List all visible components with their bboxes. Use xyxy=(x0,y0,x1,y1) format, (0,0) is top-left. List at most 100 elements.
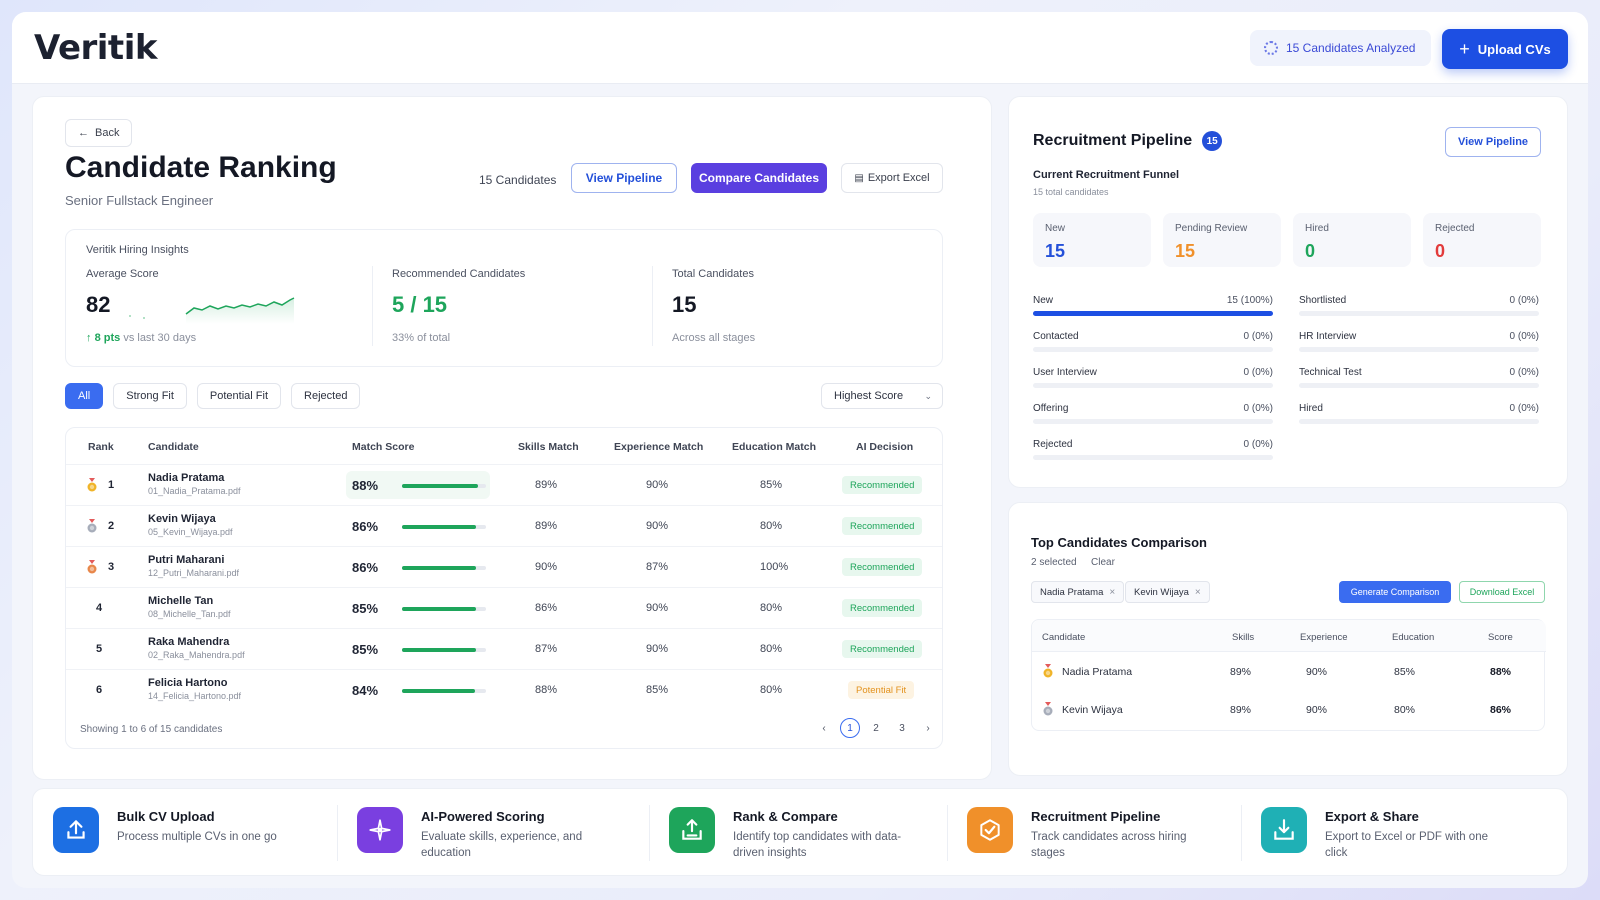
close-icon[interactable]: × xyxy=(1109,586,1116,598)
feature-description: Process multiple CVs in one go xyxy=(117,831,277,843)
pipeline-title-text: Recruitment Pipeline xyxy=(1033,132,1193,149)
upload-cvs-button[interactable]: + Upload CVs xyxy=(1442,29,1568,69)
candidate-cell[interactable]: Nadia Pratama 01_Nadia_Pratama.pdf xyxy=(148,472,241,496)
match-score-bar-fill xyxy=(402,525,476,529)
match-score-bar-fill xyxy=(402,607,476,611)
feature-item: Rank & Compare Identify top candidates wi… xyxy=(669,803,929,863)
compare-candidates-button[interactable]: Compare Candidates xyxy=(691,163,827,193)
ai-decision-badge: Recommended xyxy=(842,640,923,658)
match-score: 86% xyxy=(352,560,379,575)
export-label: Export Excel xyxy=(867,172,930,184)
table-row[interactable]: 3 Putri Maharani 12_Putri_Maharani.pdf 86% 9… xyxy=(66,546,942,587)
candidate-table: Rank Candidate Match Score Skills Match … xyxy=(65,427,943,749)
feature-divider xyxy=(649,805,650,861)
feature-description: Track candidates across hiring stages xyxy=(1031,831,1187,859)
pipeline-stage[interactable]: HR Interview 0 (0%) xyxy=(1299,331,1539,359)
ai-decision-badge: Potential Fit xyxy=(848,681,915,699)
export-excel-button[interactable]: ▤ Export Excel xyxy=(841,163,943,193)
feature-title: Recruitment Pipeline xyxy=(1031,809,1161,824)
back-button[interactable]: ← Back xyxy=(65,119,133,147)
pipeline-view-button[interactable]: View Pipeline xyxy=(1445,127,1541,157)
view-pipeline-button[interactable]: View Pipeline xyxy=(571,163,677,193)
clear-link[interactable]: Clear xyxy=(1091,557,1115,568)
filter-strong-fit[interactable]: Strong Fit xyxy=(113,383,187,409)
pipeline-stage[interactable]: Technical Test 0 (0%) xyxy=(1299,367,1539,395)
match-score: 84% xyxy=(352,683,379,698)
stat-value: 15 xyxy=(1045,241,1066,261)
funnel-title: Current Recruitment Funnel xyxy=(1033,169,1180,181)
filter-all[interactable]: All xyxy=(65,383,104,409)
candidate-cell[interactable]: Felicia Hartono 14_Felicia_Hartono.pdf xyxy=(148,677,241,701)
ranking-card: ← Back Candidate Ranking Senior Fullstac… xyxy=(32,96,992,780)
pipeline-stage[interactable]: Contacted 0 (0%) xyxy=(1033,331,1273,359)
insights-divider xyxy=(372,266,373,346)
feature-item: Export & Share Export to Excel or PDF wit… xyxy=(1261,803,1521,863)
pipeline-title: Recruitment Pipeline 15 xyxy=(1033,131,1223,151)
next-page-icon[interactable]: › xyxy=(926,722,930,734)
table-header: Rank Candidate Match Score Skills Match … xyxy=(66,428,942,464)
stage-progress-bar xyxy=(1033,455,1273,460)
feature-divider xyxy=(337,805,338,861)
prev-page-icon[interactable]: ‹ xyxy=(822,722,826,734)
education-match: 80% xyxy=(760,602,783,614)
ai-decision-badge: Recommended xyxy=(842,476,923,494)
top-header: Veritik 15 Candidates Analyzed + Upload … xyxy=(12,12,1588,84)
stage-value: 0 (0%) xyxy=(1509,331,1539,342)
stage-progress-bar xyxy=(1299,383,1539,388)
candidate-name: Kevin Wijaya xyxy=(148,513,216,525)
pipeline-stage[interactable]: Shortlisted 0 (0%) xyxy=(1299,295,1539,323)
sort-select[interactable]: Highest Score ⌄ xyxy=(821,383,943,409)
cmp-header-score: Score xyxy=(1488,632,1513,643)
candidate-cell[interactable]: Raka Mahendra 02_Raka_Mahendra.pdf xyxy=(148,636,245,660)
candidate-name: Raka Mahendra xyxy=(148,636,230,648)
pipeline-stage[interactable]: New 15 (100%) xyxy=(1033,295,1273,323)
selected-tag[interactable]: Kevin Wijaya × xyxy=(1125,581,1210,603)
veritik-logo[interactable]: Veritik xyxy=(34,28,157,68)
candidate-cell[interactable]: Michelle Tan 08_Michelle_Tan.pdf xyxy=(148,595,231,619)
stage-name: Hired xyxy=(1299,403,1323,414)
table-row[interactable]: 1 Nadia Pratama 01_Nadia_Pratama.pdf 88% 89%… xyxy=(66,464,942,505)
stat-label: Pending Review xyxy=(1175,223,1248,234)
match-score: 88% xyxy=(352,478,379,493)
stage-name: Rejected xyxy=(1033,439,1073,450)
insights-title: Veritik Hiring Insights xyxy=(86,244,189,256)
filter-potential-fit[interactable]: Potential Fit xyxy=(196,383,282,409)
comparison-title: Top Candidates Comparison xyxy=(1031,535,1207,550)
candidate-cell[interactable]: Putri Maharani 12_Putri_Maharani.pdf xyxy=(148,554,239,578)
page-2[interactable]: 2 xyxy=(873,722,879,734)
candidate-cell[interactable]: Kevin Wijaya 05_Kevin_Wijaya.pdf xyxy=(148,513,233,537)
stage-value: 0 (0%) xyxy=(1243,439,1273,450)
stage-value: 0 (0%) xyxy=(1509,403,1539,414)
match-score-bar-fill xyxy=(402,689,475,693)
table-row[interactable]: 4 Michelle Tan 08_Michelle_Tan.pdf 85% 86% 90… xyxy=(66,587,942,628)
page-1[interactable]: 1 xyxy=(840,718,860,738)
pipeline-stage[interactable]: Rejected 0 (0%) xyxy=(1033,439,1273,467)
stage-value: 0 (0%) xyxy=(1243,403,1273,414)
candidate-name: Michelle Tan xyxy=(148,595,214,607)
stage-name: Contacted xyxy=(1033,331,1079,342)
table-row[interactable]: 5 Raka Mahendra 02_Raka_Mahendra.pdf 85% 87%… xyxy=(66,628,942,669)
stage-progress-bar xyxy=(1033,383,1273,388)
funnel-stat-box: Rejected 0 xyxy=(1423,213,1541,267)
pipeline-stage[interactable]: Hired 0 (0%) xyxy=(1299,403,1539,431)
funnel-stat-box: Hired 0 xyxy=(1293,213,1411,267)
generate-comparison-button[interactable]: Generate Comparison xyxy=(1339,581,1451,603)
match-score-bar-fill xyxy=(402,484,478,488)
table-row[interactable]: 2 Kevin Wijaya 05_Kevin_Wijaya.pdf 86% 89% 90… xyxy=(66,505,942,546)
pipeline-stage[interactable]: User Interview 0 (0%) xyxy=(1033,367,1273,395)
download-excel-button[interactable]: Download Excel xyxy=(1459,581,1545,603)
page-3[interactable]: 3 xyxy=(899,722,905,734)
stage-progress-bar xyxy=(1033,419,1273,424)
selected-tag[interactable]: Nadia Pratama × xyxy=(1031,581,1125,603)
pipeline-stage[interactable]: Offering 0 (0%) xyxy=(1033,403,1273,431)
experience-match: 87% xyxy=(646,561,669,573)
match-score-bar xyxy=(402,689,486,693)
table-row[interactable]: 6 Felicia Hartono 14_Felicia_Hartono.pdf 84… xyxy=(66,669,942,710)
pipeline-icon xyxy=(967,807,1013,853)
header-skills: Skills Match xyxy=(518,441,579,453)
close-icon[interactable]: × xyxy=(1194,586,1201,598)
feature-title: Export & Share xyxy=(1325,809,1419,824)
filter-rejected[interactable]: Rejected xyxy=(291,383,361,409)
arrow-left-icon: ← xyxy=(78,127,89,139)
comparison-score: 88% xyxy=(1490,666,1512,678)
